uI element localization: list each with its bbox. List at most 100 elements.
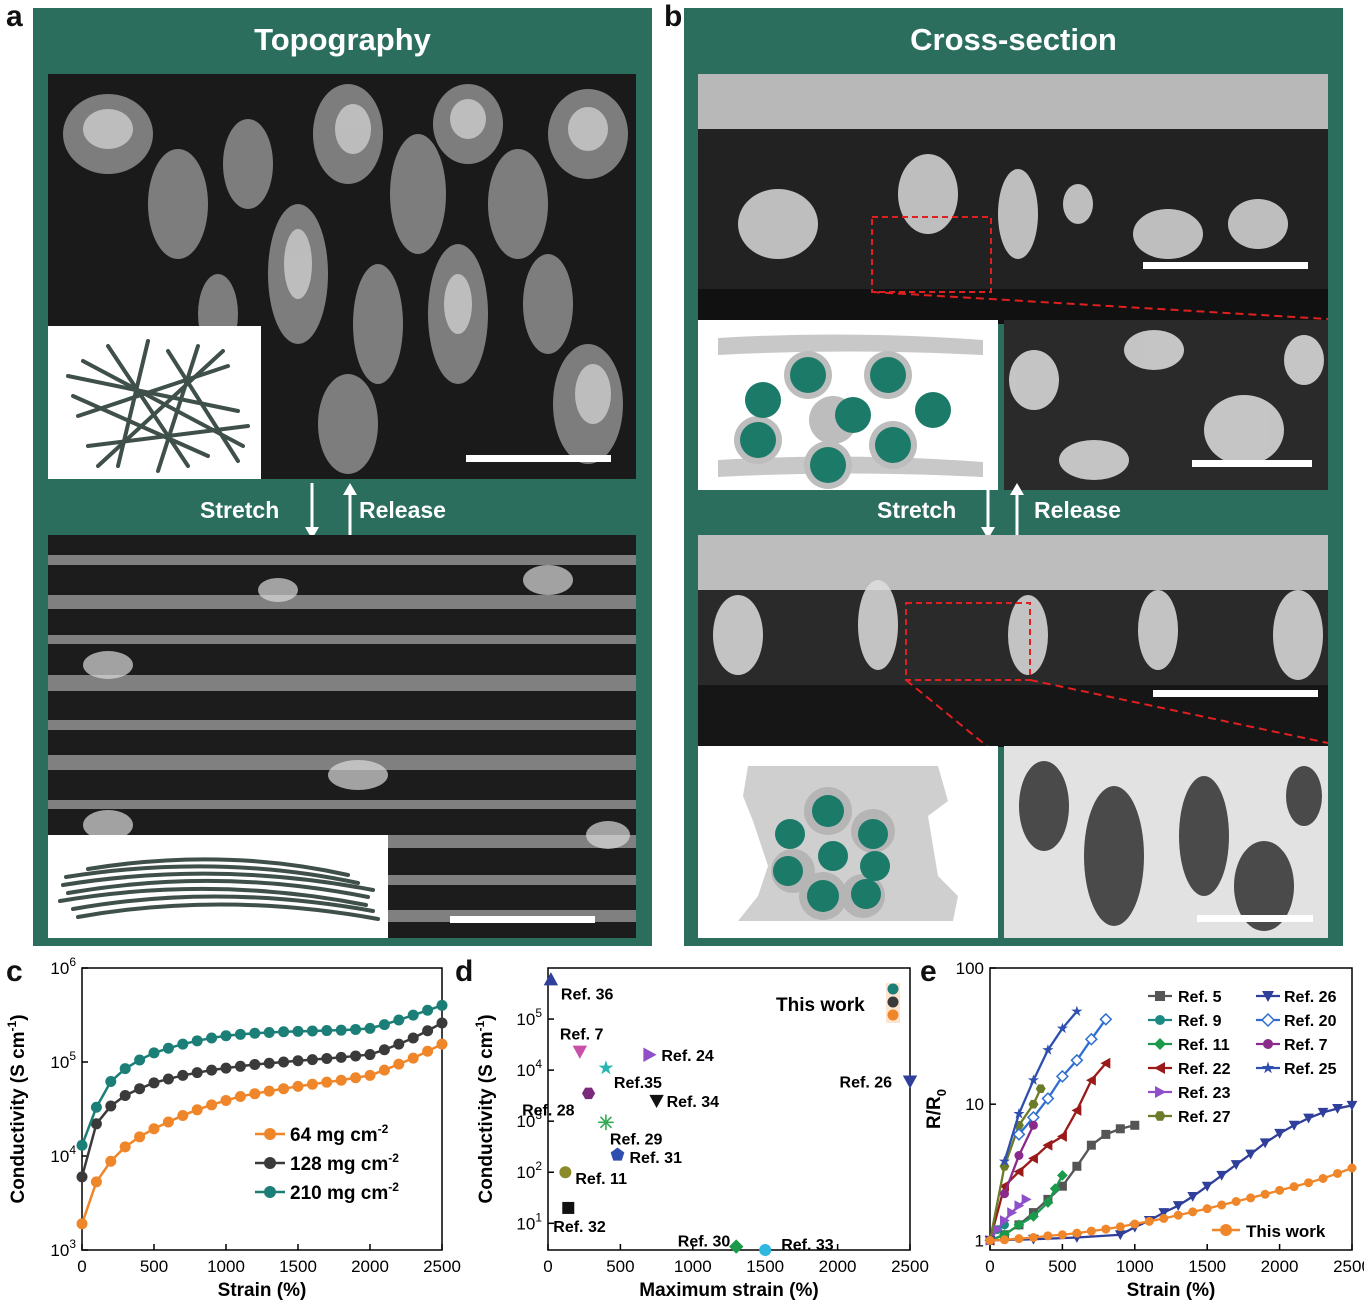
this-work-markers <box>886 983 900 1023</box>
data-point <box>729 1239 744 1254</box>
sem-zoom-unstretched <box>1004 320 1328 490</box>
data-point <box>220 1030 232 1042</box>
data-point <box>598 1114 614 1131</box>
data-point <box>249 1027 261 1039</box>
data-point <box>364 1022 376 1034</box>
data-point <box>278 1026 290 1038</box>
data-point <box>1070 1053 1084 1067</box>
release-label: Release <box>359 497 446 523</box>
chart-d: 0 500 1000 1500 2000 2500 101 102 103 104 105 Maxim… <box>473 967 929 1301</box>
legend-marker <box>1154 1111 1166 1121</box>
data-point <box>436 999 448 1011</box>
y-tick-label: 103 <box>516 1108 542 1131</box>
data-point <box>350 1072 362 1084</box>
data-point <box>422 1025 434 1037</box>
data-point <box>76 1139 88 1151</box>
data-point <box>105 1076 117 1088</box>
data-point <box>364 1049 376 1061</box>
point-label: Ref. 36 <box>561 986 614 1003</box>
x-tick-label: 1500 <box>279 1257 317 1276</box>
data-point <box>436 1017 448 1029</box>
data-point <box>393 1038 405 1050</box>
data-point <box>177 1069 189 1081</box>
legend-label: Ref. 5 <box>1178 989 1222 1006</box>
sem-texture <box>1004 746 1328 938</box>
data-point <box>1101 1224 1111 1234</box>
sem-zoom-stretched <box>1004 746 1328 938</box>
x-tick-label: 1500 <box>1188 1257 1226 1276</box>
particle-schematic-icon <box>738 766 958 921</box>
data-point <box>321 1076 333 1088</box>
data-point <box>263 1085 275 1097</box>
y-tick-label: 102 <box>516 1159 542 1182</box>
legend-label: Ref. 9 <box>1178 1013 1222 1030</box>
data-point <box>1188 1207 1198 1217</box>
panel-b: Cross-section <box>684 8 1343 946</box>
data-point <box>191 1104 203 1116</box>
data-point <box>1289 1182 1299 1192</box>
random-fibers-icon <box>66 339 250 473</box>
inset-particles-stretched <box>698 746 998 938</box>
point-label: Ref. 28 <box>522 1102 575 1119</box>
data-point <box>1057 1181 1067 1191</box>
data-point <box>1071 1105 1082 1116</box>
data-point <box>105 1155 117 1167</box>
data-point <box>610 1147 625 1161</box>
y-tick-label: 104 <box>50 1143 76 1166</box>
data-point <box>105 1100 117 1112</box>
x-tick-label: 1000 <box>674 1257 712 1276</box>
this-work-marker <box>887 1009 899 1021</box>
point-label: Ref. 24 <box>661 1048 714 1065</box>
data-point <box>249 1059 261 1071</box>
data-point <box>119 1063 131 1075</box>
point-label: Ref. 11 <box>575 1171 627 1188</box>
data-point <box>1027 1074 1040 1085</box>
data-point <box>134 1054 146 1066</box>
data-point <box>407 1052 419 1064</box>
data-point <box>191 1067 203 1079</box>
data-point <box>999 1189 1009 1199</box>
y-tick-label: 104 <box>516 1057 542 1080</box>
legend-label: Ref. 26 <box>1284 989 1337 1006</box>
x-tick-label: 1000 <box>1116 1257 1154 1276</box>
x-tick-label: 0 <box>543 1257 552 1276</box>
data-point <box>581 1087 596 1100</box>
panel-b-title: Cross-section <box>910 22 1117 57</box>
legend-label: Ref. 22 <box>1178 1061 1231 1078</box>
data-point <box>1014 1200 1025 1212</box>
x-tick-label: 2000 <box>1261 1257 1299 1276</box>
this-work-label: This work <box>776 995 865 1016</box>
data-point <box>1318 1173 1328 1183</box>
y-tick-label: 1 <box>975 1231 984 1250</box>
data-point <box>191 1035 203 1047</box>
panel-a-letter: a <box>6 0 23 33</box>
data-point <box>321 1025 333 1037</box>
data-point <box>1115 1124 1125 1134</box>
scale-bar <box>1153 690 1318 697</box>
data-point <box>598 1060 614 1075</box>
y-tick-label: 103 <box>50 1237 76 1260</box>
panel-a: Topography <box>33 8 652 946</box>
data-point <box>335 1051 347 1063</box>
legend-marker <box>1155 1015 1165 1025</box>
x-tick-label: 0 <box>77 1257 86 1276</box>
data-point <box>1042 1197 1054 1208</box>
y-axis-label: R/R0 <box>924 1089 949 1129</box>
data-point <box>1028 1233 1038 1243</box>
legend: 64 mg cm-2 128 mg cm-2 210 mg cm-2 <box>255 1122 399 1204</box>
data-point <box>1072 1228 1082 1238</box>
point-label: Ref. 31 <box>630 1150 683 1167</box>
point-label: Ref.35 <box>614 1075 662 1092</box>
x-axis-label: Strain (%) <box>218 1280 307 1301</box>
data-point <box>278 1083 290 1095</box>
data-point <box>572 1045 588 1059</box>
scale-bar <box>466 455 611 462</box>
data-point <box>1231 1196 1241 1206</box>
series-line <box>1003 1010 1078 1162</box>
sem-texture <box>1004 320 1328 490</box>
data-point <box>1013 1166 1024 1177</box>
x-tick-label: 2500 <box>891 1257 929 1276</box>
legend-marker <box>1260 1012 1276 1028</box>
data-point <box>1172 1201 1184 1212</box>
data-point <box>1333 1168 1343 1178</box>
